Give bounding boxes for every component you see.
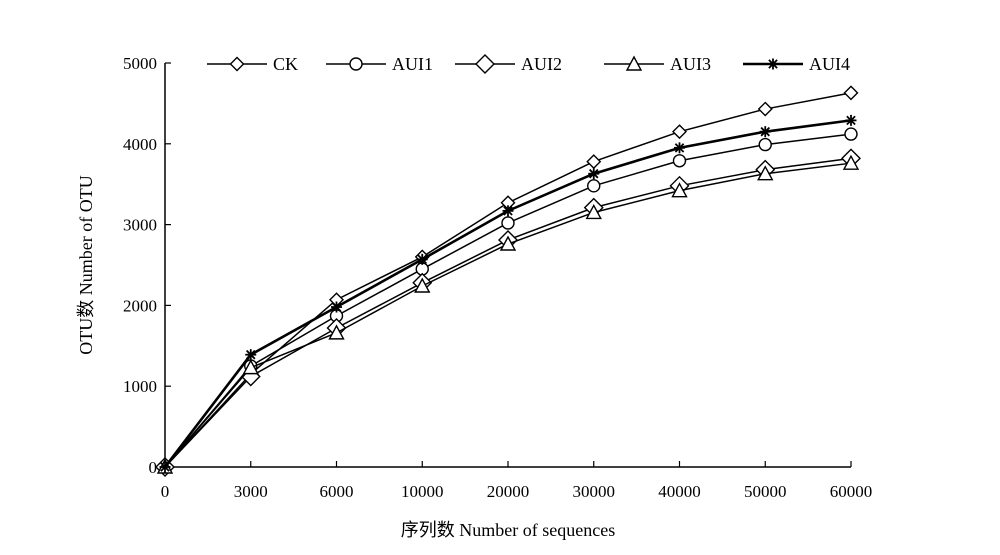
y-axis-label: OTU数 Number of OTU [76,175,96,354]
legend-marker [625,55,643,71]
y-tick-label: 5000 [123,54,157,73]
data-point [845,114,857,126]
x-tick-label: 50000 [744,482,787,501]
x-tick-label: 20000 [487,482,530,501]
x-tick-label: 0 [161,482,170,501]
data-point [758,137,772,152]
legend-entry: AUI2 [455,54,562,74]
legend-label: AUI4 [809,54,850,74]
legend: CK AUI1 AUI2 AUI3 AUI4 [207,54,850,74]
data-point [328,324,345,340]
legend-entry: AUI4 [743,54,850,74]
legend-marker [349,57,363,71]
series-line [164,92,852,468]
legend-label: AUI1 [392,54,433,74]
data-point [586,154,602,170]
legend-entry: CK [207,54,298,74]
data-point [672,154,687,168]
series-line [164,133,852,468]
data-point [843,85,859,101]
series-aui1 [158,127,858,474]
x-tick-label: 40000 [658,482,701,501]
data-point [757,101,773,117]
data-point [674,142,685,154]
y-tick-label: 1000 [123,377,157,396]
data-point [416,253,428,265]
data-point [585,204,602,220]
legend-entry: AUI3 [604,54,711,74]
x-tick-label: 60000 [830,482,873,501]
data-point [331,301,342,313]
data-point [842,154,860,170]
data-point [588,168,600,180]
legend-label: CK [273,54,298,74]
x-axis-label: 序列数 Number of sequences [401,520,615,540]
data-point [242,359,259,375]
x-tick-label: 10000 [401,482,444,501]
x-tick-label: 6000 [320,482,354,501]
data-point [159,461,171,473]
series-layer [155,85,861,477]
legend-marker [767,58,779,70]
x-tick-label: 30000 [573,482,616,501]
y-tick-label: 4000 [123,135,157,154]
data-point [587,179,601,193]
series-ck [157,85,859,475]
data-point [757,165,774,181]
data-point [499,235,517,251]
data-point [501,216,515,230]
legend-marker [229,56,245,72]
x-tick-label: 3000 [234,482,268,501]
series-aui4 [159,114,857,473]
data-point [671,182,688,198]
data-point [844,127,858,141]
legend-entry: AUI1 [326,54,433,74]
data-point [245,349,257,361]
data-point [759,126,771,138]
data-point [672,124,687,140]
data-point [414,277,431,293]
legend-label: AUI3 [670,54,711,74]
legend-marker [475,54,495,74]
y-tick-label: 3000 [123,216,157,235]
y-tick-label: 2000 [123,296,157,315]
legend-label: AUI2 [521,54,562,74]
data-point [502,205,514,217]
y-tick-label: 0 [149,458,158,477]
